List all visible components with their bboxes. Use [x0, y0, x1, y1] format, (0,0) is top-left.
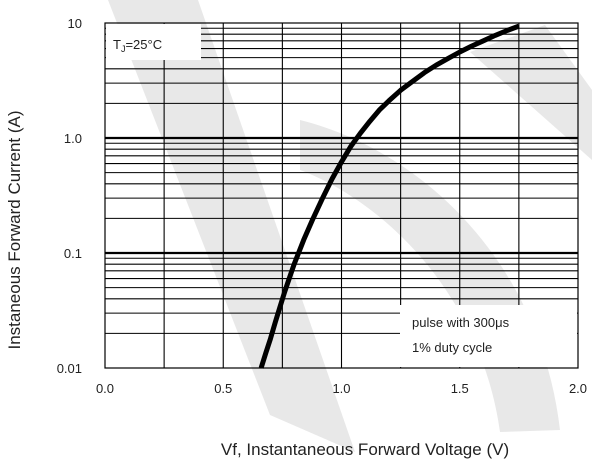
watermark-stroke-left — [108, 0, 355, 452]
forward-current-curve — [258, 23, 520, 369]
y-tick-label: 0.01 — [57, 361, 82, 376]
grid — [105, 23, 578, 368]
x-tick-label: 0.5 — [214, 381, 232, 396]
note-line-1: pulse with 300μs — [412, 315, 510, 330]
y-tick-labels: 0.01 0.1 1.0 10 — [57, 16, 82, 376]
plot-frame — [104, 22, 579, 369]
x-tick-label: 2.0 — [569, 381, 587, 396]
note-box — [400, 305, 577, 367]
y-tick-label: 1.0 — [64, 131, 82, 146]
x-tick-label: 1.0 — [332, 381, 350, 396]
x-tick-labels: 0.0 0.5 1.0 1.5 2.0 — [96, 381, 587, 396]
temperature-box — [106, 24, 201, 60]
x-tick-label: 1.5 — [451, 381, 469, 396]
annotation-boxes — [106, 24, 577, 367]
y-tick-label: 0.1 — [64, 246, 82, 261]
x-axis-label: Vf, Instantaneous Forward Voltage (V) — [221, 440, 509, 459]
temperature-subscript: J — [121, 44, 126, 54]
y-tick-label: 10 — [68, 16, 82, 31]
watermark-stroke-right — [470, 25, 592, 160]
temperature-label: TJ=25°C — [113, 37, 162, 54]
note-line-2: 1% duty cycle — [412, 340, 492, 355]
temperature-value: =25°C — [125, 37, 162, 52]
x-tick-label: 0.0 — [96, 381, 114, 396]
y-axis-label: Instaneous Forward Current (A) — [5, 110, 24, 349]
temperature-symbol: T — [113, 37, 121, 52]
